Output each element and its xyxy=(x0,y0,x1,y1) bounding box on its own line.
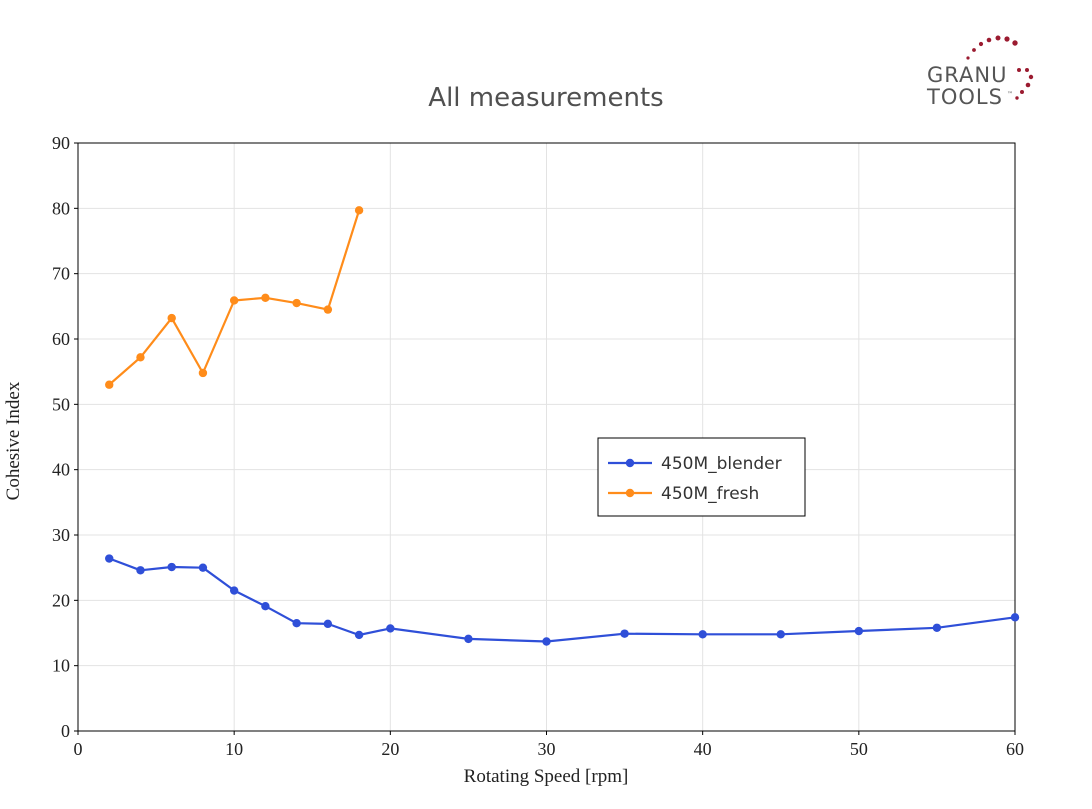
data-point xyxy=(932,623,942,632)
data-point xyxy=(136,566,145,575)
axis-ticks: 0 10 20 30 40 50 60 0 10 20 30 40 50 60 70 80 90 xyxy=(52,133,1024,759)
legend: 450M_blender 450M_fresh xyxy=(597,437,806,517)
data-point xyxy=(261,602,270,611)
data-point xyxy=(198,368,208,378)
x-axis-label: Rotating Speed [rpm] xyxy=(464,766,629,787)
data-point xyxy=(323,619,333,629)
y-tick-label: 20 xyxy=(52,590,70,610)
series-layer xyxy=(105,206,1020,646)
series-450M_blender xyxy=(105,554,1020,646)
logo-dot xyxy=(1025,68,1029,72)
x-tick-label: 60 xyxy=(1006,739,1024,759)
x-tick-label: 20 xyxy=(381,739,399,759)
data-point xyxy=(105,554,114,563)
legend-item: 450M_fresh xyxy=(608,484,759,504)
data-point xyxy=(229,296,239,305)
data-point xyxy=(1010,613,1020,622)
y-tick-label: 90 xyxy=(52,133,70,153)
x-tick-label: 0 xyxy=(74,739,83,759)
y-axis-label: Cohesive Index xyxy=(3,381,24,500)
data-point xyxy=(167,313,176,323)
logo-dot xyxy=(1017,68,1021,72)
logo-dot xyxy=(966,56,970,60)
data-point xyxy=(261,293,270,303)
data-point xyxy=(229,586,239,595)
y-tick-label: 50 xyxy=(52,394,70,414)
logo-line1: GRANU xyxy=(927,63,1007,87)
legend-swatch-marker xyxy=(625,488,635,498)
logo-dot xyxy=(1012,40,1018,46)
chart-title: All measurements xyxy=(428,83,663,113)
data-point xyxy=(136,353,145,362)
data-point xyxy=(464,634,473,644)
x-tick-label: 30 xyxy=(538,739,556,759)
y-tick-label: 70 xyxy=(52,264,70,284)
data-point xyxy=(354,630,364,640)
data-point xyxy=(542,637,551,646)
logo-dot xyxy=(1020,90,1024,94)
legend-swatch-marker xyxy=(625,458,635,468)
data-point xyxy=(620,629,629,638)
legend-label: 450M_blender xyxy=(661,454,782,474)
y-tick-label: 0 xyxy=(61,721,70,741)
y-tick-label: 10 xyxy=(52,656,70,676)
logo-line2: TOOLS xyxy=(926,85,1003,109)
logo-dot xyxy=(978,41,984,47)
y-tick-label: 60 xyxy=(52,329,70,349)
logo-dot xyxy=(995,35,1001,41)
data-point xyxy=(167,562,176,572)
x-tick-label: 40 xyxy=(694,739,712,759)
y-tick-label: 40 xyxy=(52,460,70,480)
logo-dots-icon xyxy=(966,35,1034,100)
data-point xyxy=(198,563,208,572)
logo-dot xyxy=(1015,96,1019,100)
data-point xyxy=(386,624,395,633)
data-point xyxy=(292,298,301,308)
logo-dot xyxy=(986,37,992,43)
data-point xyxy=(292,619,301,628)
y-tick-label: 80 xyxy=(52,198,70,218)
logo-dot xyxy=(1025,82,1031,88)
data-point xyxy=(105,380,114,389)
legend-item: 450M_blender xyxy=(608,454,782,474)
logo-dot xyxy=(972,48,976,52)
series-450M_fresh xyxy=(105,206,364,389)
logo-dot xyxy=(1004,36,1010,42)
data-point xyxy=(698,630,707,639)
data-point xyxy=(854,626,864,636)
legend-box xyxy=(597,437,806,517)
logo-trademark: ™ xyxy=(1007,91,1013,98)
data-point xyxy=(354,206,364,215)
x-tick-label: 10 xyxy=(225,739,243,759)
data-point xyxy=(776,630,785,639)
x-tick-label: 50 xyxy=(850,739,868,759)
legend-label: 450M_fresh xyxy=(661,484,759,504)
gridlines xyxy=(78,142,1015,731)
series-line xyxy=(108,557,1016,643)
logo-dot xyxy=(1028,74,1034,80)
granutools-logo: GRANU TOOLS ™ xyxy=(926,35,1034,109)
data-point xyxy=(323,305,333,314)
y-tick-label: 30 xyxy=(52,525,70,545)
